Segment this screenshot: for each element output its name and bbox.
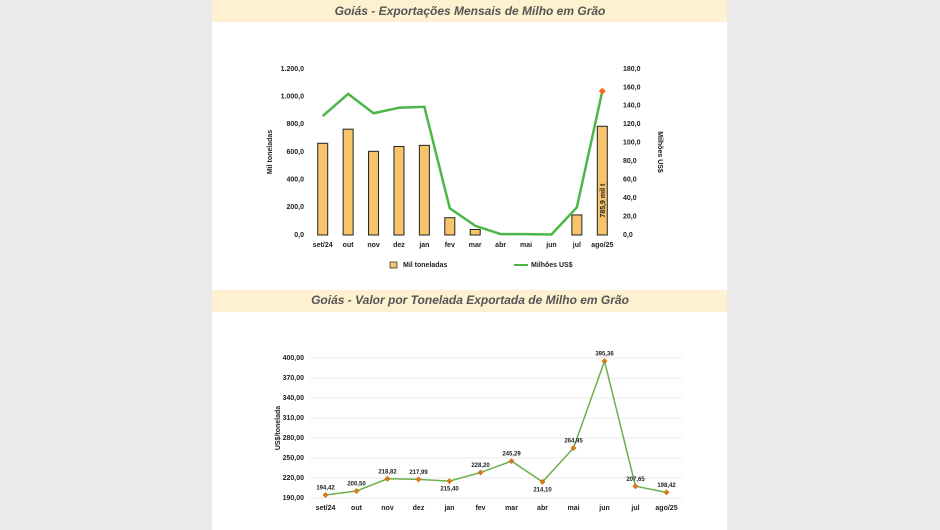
x-tick-label: nov [381, 505, 394, 512]
chart-title: Goiás - Valor por Tonelada Exportada de … [311, 293, 629, 307]
marker [632, 483, 639, 490]
x-tick-label: jul [630, 505, 639, 512]
x-tick-label: ago/25 [655, 505, 677, 512]
data-label: 395,36 [595, 352, 614, 358]
marker [446, 478, 453, 485]
y-tick-label: 600,0 [286, 149, 304, 156]
y2-tick-label: 140,0 [623, 103, 641, 110]
line [325, 358, 667, 496]
y-tick-label: 400,00 [283, 355, 305, 362]
y-tick-label: 370,00 [283, 375, 305, 382]
y2-tick-label: 60,0 [623, 177, 637, 184]
bar [444, 217, 456, 236]
data-label: 198,42 [657, 483, 676, 489]
x-tick-label: jan [418, 242, 429, 249]
marker [477, 469, 484, 476]
marker [539, 478, 546, 485]
data-label: 217,99 [409, 470, 428, 476]
y2-tick-label: 120,0 [623, 121, 641, 128]
chart-title: Goiás - Exportações Mensais de Milho em … [335, 4, 606, 18]
x-tick-label: ago/25 [591, 242, 613, 249]
x-tick-label: set/24 [313, 242, 333, 249]
y-tick-label: 250,00 [283, 455, 305, 462]
bar [418, 144, 430, 236]
y2-tick-label: 180,0 [623, 66, 641, 73]
data-label: 194,42 [316, 486, 335, 492]
y-tick-label: 800,0 [286, 121, 304, 128]
bar [469, 228, 481, 236]
x-tick-label: abr [537, 505, 548, 512]
marker [598, 87, 606, 95]
y-tick-label: 340,00 [283, 395, 305, 402]
legend-swatch [389, 261, 398, 269]
line [321, 90, 604, 236]
y-tick-label: 310,00 [283, 415, 305, 422]
y2-tick-label: 0,0 [623, 232, 633, 239]
marker [663, 489, 670, 496]
x-tick-label: fev [445, 242, 455, 249]
x-tick-label: dez [393, 242, 405, 249]
data-label: 207,65 [626, 477, 645, 483]
y2-tick-label: 40,0 [623, 195, 637, 202]
y-axis-label: US$/tonelada [275, 406, 282, 450]
x-tick-label: mai [567, 505, 579, 512]
title-banner [212, 0, 727, 22]
y-tick-label: 220,00 [283, 475, 305, 482]
y2-tick-label: 80,0 [623, 158, 637, 165]
y2-tick-label: 160,0 [623, 84, 641, 91]
bar [317, 142, 329, 236]
y2-tick-label: 100,0 [623, 140, 641, 147]
bar [368, 150, 380, 236]
x-tick-label: mai [520, 242, 532, 249]
y-tick-label: 0,0 [294, 232, 304, 239]
bar [571, 214, 583, 236]
y2-tick-label: 20,0 [623, 213, 637, 220]
marker [508, 458, 515, 465]
marker [415, 476, 422, 483]
bar [596, 125, 608, 236]
y2-axis-label: Milhões US$ [656, 131, 663, 173]
data-label: 215,40 [440, 487, 459, 493]
data-label: 218,82 [378, 469, 397, 475]
x-tick-label: dez [413, 505, 425, 512]
panel [212, 0, 727, 530]
y-tick-label: 400,0 [286, 177, 304, 184]
x-tick-label: set/24 [316, 505, 336, 512]
x-tick-label: jul [572, 242, 581, 249]
x-tick-label: out [343, 242, 355, 249]
y-tick-label: 1.000,0 [281, 94, 304, 101]
data-label: 264,95 [564, 439, 583, 445]
x-tick-label: out [351, 505, 363, 512]
x-tick-label: jun [545, 242, 557, 249]
bar [342, 128, 354, 236]
marker [570, 445, 577, 452]
data-label: 200,50 [347, 482, 366, 488]
title-banner [212, 290, 727, 312]
marker [322, 492, 329, 499]
y-axis-label: Mil toneladas [267, 130, 274, 174]
bar [393, 145, 405, 236]
data-label: 214,10 [533, 488, 552, 494]
x-tick-label: mar [505, 505, 518, 512]
legend-label: Milhões US$ [531, 262, 573, 269]
marker [353, 488, 360, 494]
x-tick-label: nov [367, 242, 380, 249]
y-tick-label: 280,00 [283, 435, 305, 442]
x-tick-label: mar [469, 242, 482, 249]
data-label: 228,20 [471, 463, 490, 469]
marker [384, 475, 391, 482]
y-tick-label: 190,00 [283, 495, 305, 502]
marker [601, 358, 608, 365]
legend-label: Mil toneladas [403, 262, 447, 269]
x-tick-label: abr [495, 242, 506, 249]
y-tick-label: 1.200,0 [281, 66, 304, 73]
y-tick-label: 200,0 [286, 204, 304, 211]
data-label: 245,29 [502, 452, 521, 458]
annotation: 785,9 mil t [600, 183, 607, 218]
x-tick-label: jun [598, 505, 610, 512]
x-tick-label: jan [443, 505, 454, 512]
x-tick-label: fev [475, 505, 485, 512]
